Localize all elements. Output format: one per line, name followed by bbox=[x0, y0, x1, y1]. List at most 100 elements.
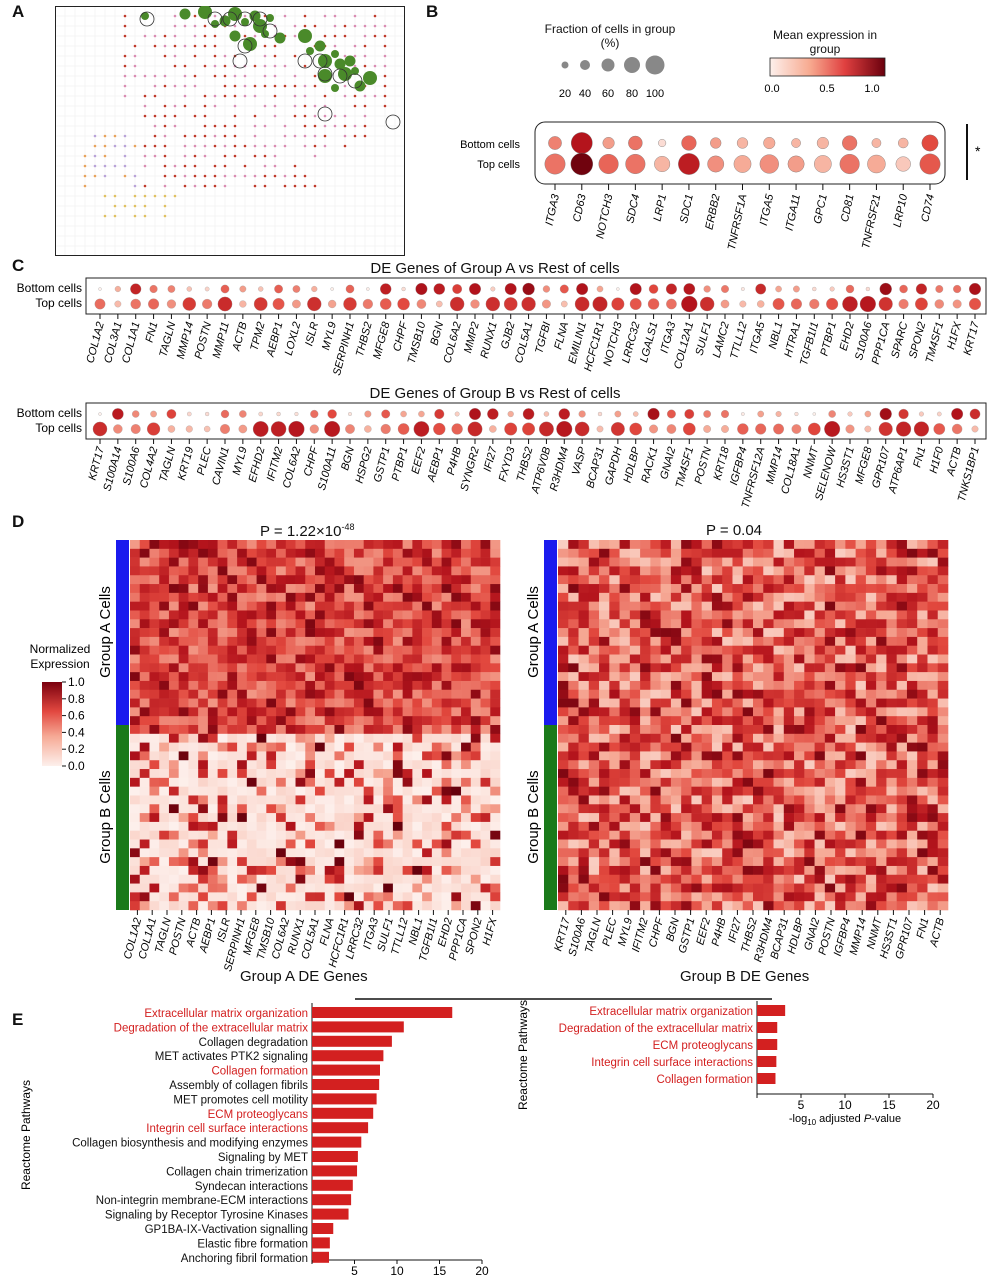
heatmap-cell bbox=[246, 786, 257, 796]
dot-bottom bbox=[452, 284, 463, 294]
dot-top bbox=[666, 298, 677, 310]
heatmap-cell bbox=[865, 540, 877, 550]
spot-dot bbox=[303, 144, 307, 148]
heatmap-cell bbox=[207, 865, 218, 876]
dot-top bbox=[720, 299, 730, 309]
bar bbox=[312, 1007, 453, 1018]
heatmap-cell bbox=[896, 786, 908, 796]
heatmap-cell bbox=[159, 830, 170, 840]
heatmap-cell bbox=[139, 760, 150, 770]
heatmap-cell bbox=[640, 654, 651, 664]
dot-top bbox=[610, 422, 625, 436]
heatmap-cell bbox=[344, 584, 355, 594]
heatmap-cell bbox=[660, 610, 672, 620]
heatmap-cell bbox=[629, 672, 641, 682]
heatmap-cell bbox=[650, 821, 661, 832]
heatmap-cell bbox=[392, 865, 403, 876]
heatmap-cell bbox=[217, 725, 228, 735]
heatmap-cell bbox=[392, 830, 403, 840]
heatmap-cell bbox=[451, 813, 462, 823]
heatmap-cell bbox=[855, 883, 867, 893]
heatmap-cell bbox=[650, 628, 661, 638]
heatmap-cell bbox=[276, 769, 287, 779]
heatmap-cell bbox=[568, 804, 579, 814]
heatmap-cell bbox=[315, 566, 326, 576]
heatmap-cell bbox=[927, 672, 939, 682]
spot-dot bbox=[223, 54, 227, 58]
dot-bottom bbox=[401, 286, 406, 292]
heatmap-cell bbox=[188, 584, 199, 594]
heatmap-cell bbox=[558, 672, 569, 682]
heatmap-cell bbox=[917, 716, 928, 726]
category-label: Integrin cell surface interactions bbox=[146, 1123, 308, 1135]
heatmap-cell bbox=[824, 857, 836, 867]
heatmap-cell bbox=[168, 760, 179, 770]
heatmap-cell bbox=[629, 557, 641, 567]
spot-dot bbox=[133, 64, 137, 68]
heatmap-cell bbox=[691, 821, 702, 832]
heatmap-cell bbox=[285, 813, 296, 823]
heatmap-cell bbox=[876, 575, 887, 585]
heatmap-cell bbox=[640, 628, 651, 638]
heatmap-cell bbox=[217, 760, 228, 770]
heatmap-cell bbox=[198, 830, 209, 840]
heatmap-cell bbox=[701, 839, 713, 849]
heatmap-cell bbox=[804, 830, 815, 840]
heatmap-cell bbox=[558, 575, 569, 585]
heatmap-cell bbox=[246, 672, 257, 682]
heatmap-cell bbox=[783, 628, 795, 638]
heatmap-cell bbox=[711, 813, 723, 823]
heatmap-cell bbox=[363, 707, 374, 717]
heatmap-cell bbox=[334, 716, 345, 726]
heatmap-cell bbox=[461, 804, 472, 814]
dot-top bbox=[971, 425, 979, 433]
heatmap-cell bbox=[168, 566, 179, 576]
heatmap-cell bbox=[422, 716, 433, 726]
heatmap-cell bbox=[558, 804, 569, 814]
spot-dot bbox=[153, 154, 157, 158]
spot-dot bbox=[103, 174, 107, 178]
heatmap-cell bbox=[431, 689, 442, 699]
heatmap-cell bbox=[824, 557, 836, 567]
heatmap-cell bbox=[599, 725, 610, 735]
heatmap-cell bbox=[711, 751, 723, 761]
dot-bottom bbox=[757, 410, 764, 418]
heatmap-cell bbox=[149, 901, 160, 911]
heatmap-cell bbox=[670, 636, 682, 647]
heatmap-cell bbox=[568, 901, 579, 911]
heatmap-cell bbox=[276, 848, 287, 858]
spot-dot bbox=[363, 54, 367, 58]
heatmap-cell bbox=[237, 769, 248, 779]
heatmap-cell bbox=[227, 821, 238, 832]
spot-dot bbox=[313, 184, 317, 188]
heatmap-cell bbox=[217, 575, 228, 585]
heatmap-cell bbox=[763, 548, 774, 558]
heatmap-cell bbox=[619, 769, 631, 779]
heatmap-cell bbox=[451, 742, 462, 752]
spot-dot bbox=[263, 144, 267, 148]
heatmap-cell bbox=[701, 548, 713, 558]
heatmap-cell bbox=[198, 707, 209, 717]
heatmap-cell bbox=[855, 804, 867, 814]
heatmap-cell bbox=[207, 654, 218, 664]
heatmap-cell bbox=[334, 839, 345, 849]
heatmap-cell bbox=[422, 689, 433, 699]
heatmap-cell bbox=[917, 883, 928, 893]
heatmap-cell bbox=[266, 857, 277, 867]
heatmap-cell bbox=[315, 813, 326, 823]
heatmap-cell bbox=[207, 795, 218, 805]
heatmap-cell bbox=[373, 698, 384, 708]
dot-top bbox=[217, 296, 233, 312]
heatmap-cell bbox=[295, 575, 306, 585]
heatmap-cell bbox=[865, 848, 877, 858]
heatmap-cell bbox=[412, 566, 423, 576]
heatmap-cell bbox=[670, 645, 682, 655]
dot-top bbox=[521, 296, 536, 312]
heatmap-cell bbox=[470, 874, 481, 884]
heatmap-cell bbox=[876, 548, 887, 558]
heatmap-cell bbox=[650, 592, 661, 602]
heatmap-cell bbox=[886, 716, 897, 726]
spot-dot bbox=[93, 174, 97, 178]
heatmap-cell bbox=[855, 874, 867, 884]
heatmap-cell bbox=[363, 636, 374, 647]
